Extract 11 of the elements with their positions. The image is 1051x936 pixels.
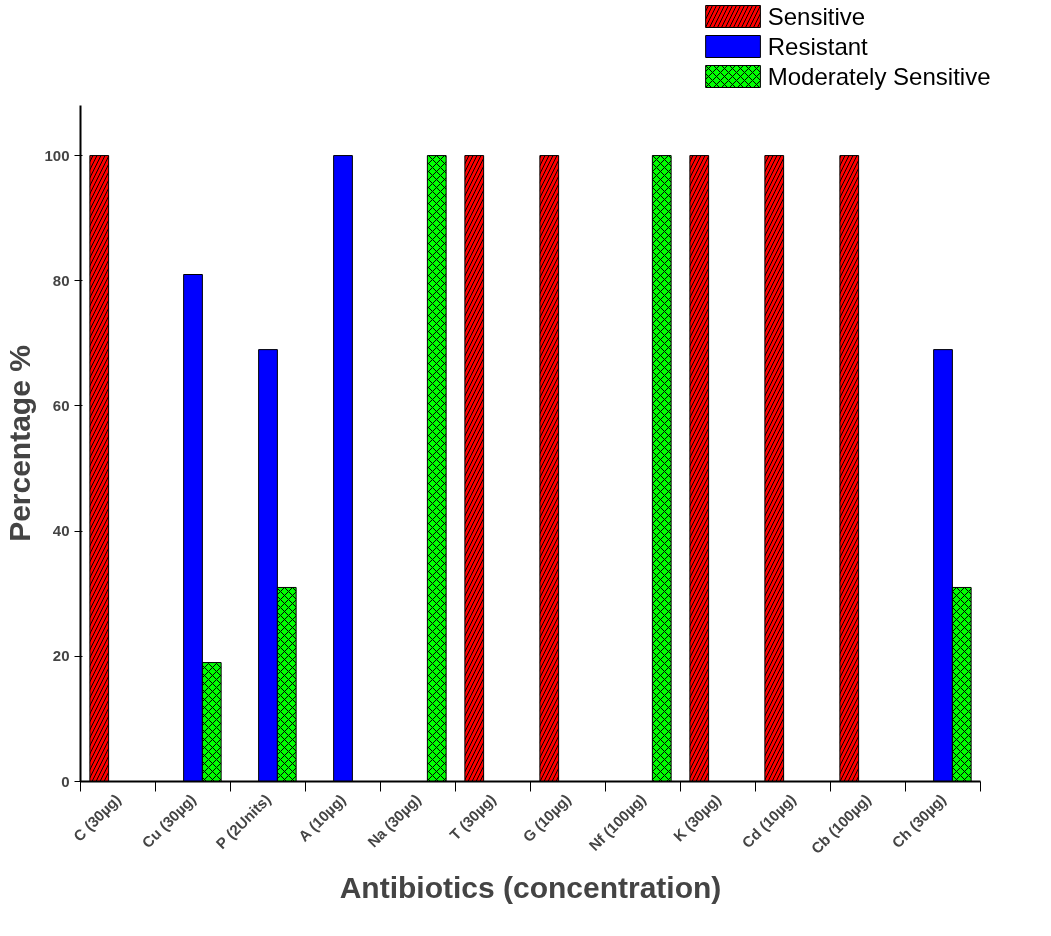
legend-label: Moderately Sensitive xyxy=(767,63,991,90)
y-tick-label: 20 xyxy=(52,647,70,665)
legend-label: Resistant xyxy=(767,33,869,60)
y-tick-label: 100 xyxy=(44,146,70,164)
y-tick-label: 40 xyxy=(52,522,70,540)
legend-label: Sensitive xyxy=(767,3,866,30)
x-axis-title: Antibiotics (concentration) xyxy=(339,870,722,904)
y-tick-label: 0 xyxy=(61,772,70,790)
y-tick-label: 80 xyxy=(52,271,70,289)
y-axis-title: Percentage % xyxy=(3,345,37,542)
y-tick-label: 60 xyxy=(52,396,70,414)
